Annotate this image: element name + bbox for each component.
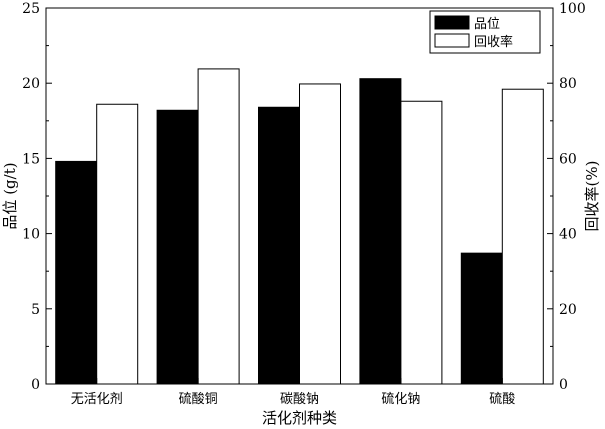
right-tick-label: 0 [559, 377, 568, 393]
left-tick-label: 20 [22, 76, 40, 92]
legend: 品位 回收率 [429, 10, 541, 54]
legend-swatch-grade [434, 15, 470, 30]
category-label: 碳酸钠 [280, 392, 319, 407]
bar-grade-0 [55, 160, 98, 385]
bar-recovery-1 [197, 68, 240, 385]
right-tick-label: 100 [559, 1, 586, 17]
bar-recovery-4 [501, 88, 544, 385]
left-axis-tick-labels: 0 5 10 15 20 25 [22, 1, 40, 393]
right-tick-label: 40 [559, 227, 577, 243]
bar-grade-3 [359, 78, 402, 385]
category-labels: 无活化剂 硫酸铜 碳酸钠 硫化钠 硫酸 [71, 392, 516, 407]
category-label: 硫酸 [489, 392, 515, 407]
legend-swatch-recovery [434, 33, 470, 48]
left-tick-label: 10 [22, 227, 40, 243]
category-label: 硫酸铜 [179, 392, 218, 407]
bar-grade-4 [460, 252, 503, 385]
right-tick-label: 60 [559, 151, 577, 167]
axis-ticks [46, 7, 553, 385]
category-label: 硫化钠 [381, 392, 420, 407]
legend-label-grade: 品位 [474, 17, 500, 32]
bar-grade-1 [156, 109, 199, 385]
right-tick-label: 20 [559, 302, 577, 318]
category-label: 无活化剂 [71, 392, 123, 407]
x-axis-title: 活化剂种类 [262, 409, 337, 427]
left-tick-label: 25 [22, 1, 40, 17]
left-tick-label: 0 [31, 377, 40, 393]
right-axis-title: 回收率(%) [583, 161, 601, 232]
bar-recovery-0 [96, 103, 139, 385]
right-tick-label: 80 [559, 76, 577, 92]
bar-grade-2 [258, 106, 300, 385]
left-axis-title: 品位 (g/t) [1, 162, 19, 229]
left-tick-label: 15 [22, 151, 40, 167]
right-axis-tick-labels: 0 20 40 60 80 100 [559, 1, 586, 393]
legend-label-recovery: 回收率 [474, 34, 513, 50]
bar-recovery-2 [299, 83, 341, 385]
bar-recovery-3 [400, 100, 443, 385]
left-tick-label: 5 [31, 302, 40, 318]
bars-layer [55, 68, 544, 385]
